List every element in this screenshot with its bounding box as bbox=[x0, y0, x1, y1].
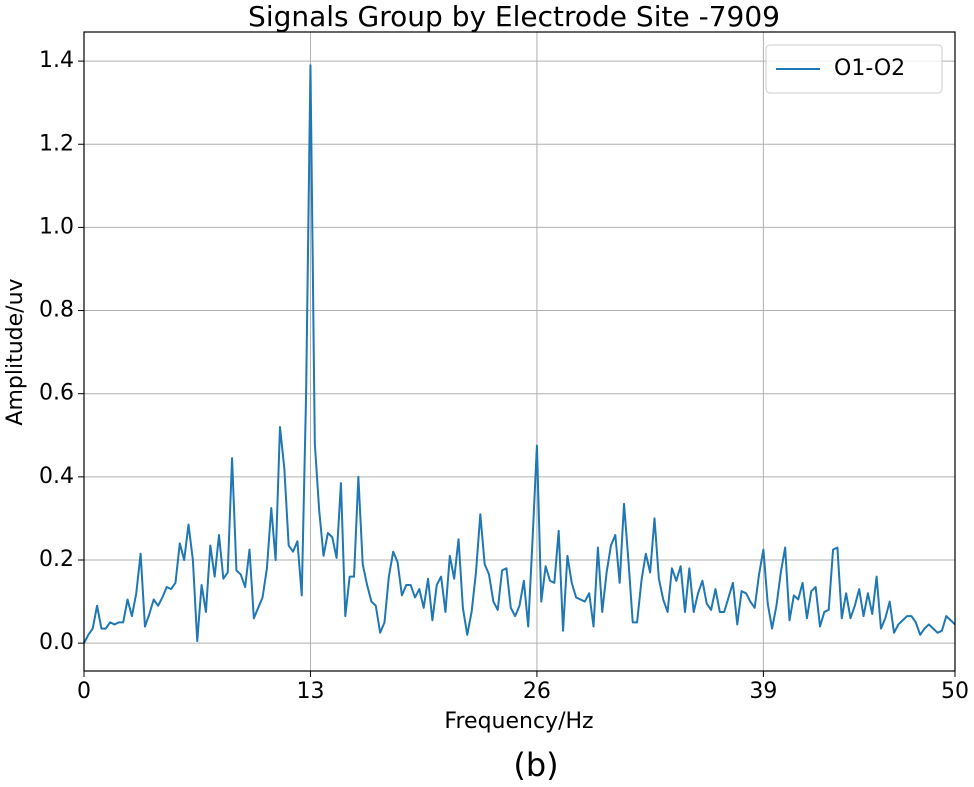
y-tick-label: 0.4 bbox=[39, 464, 74, 489]
y-axis-label: Amplitude/uv bbox=[3, 278, 28, 425]
y-tick-label: 1.4 bbox=[39, 48, 74, 73]
y-tick-label: 1.2 bbox=[39, 131, 74, 156]
x-tick-label: 13 bbox=[296, 679, 324, 704]
legend-box bbox=[765, 44, 943, 94]
x-tick-label: 50 bbox=[941, 679, 969, 704]
caption: (b) bbox=[513, 746, 558, 784]
y-tick-label: 0.0 bbox=[39, 630, 74, 655]
y-tick-label: 0.2 bbox=[39, 547, 74, 572]
y-tick-label: 1.0 bbox=[39, 214, 74, 239]
x-tick-label: 0 bbox=[77, 679, 91, 704]
plot-frame bbox=[83, 31, 956, 672]
data-line bbox=[83, 64, 956, 644]
x-axis-label: Frequency/Hz bbox=[444, 709, 593, 734]
y-tick-label: 0.8 bbox=[39, 298, 74, 323]
x-tick-label: 26 bbox=[523, 679, 551, 704]
chart-title: Signals Group by Electrode Site -7909 bbox=[248, 0, 780, 33]
x-tick-label: 39 bbox=[749, 679, 777, 704]
legend-label: O1-O2 bbox=[834, 56, 905, 81]
y-tick-label: 0.6 bbox=[39, 381, 74, 406]
